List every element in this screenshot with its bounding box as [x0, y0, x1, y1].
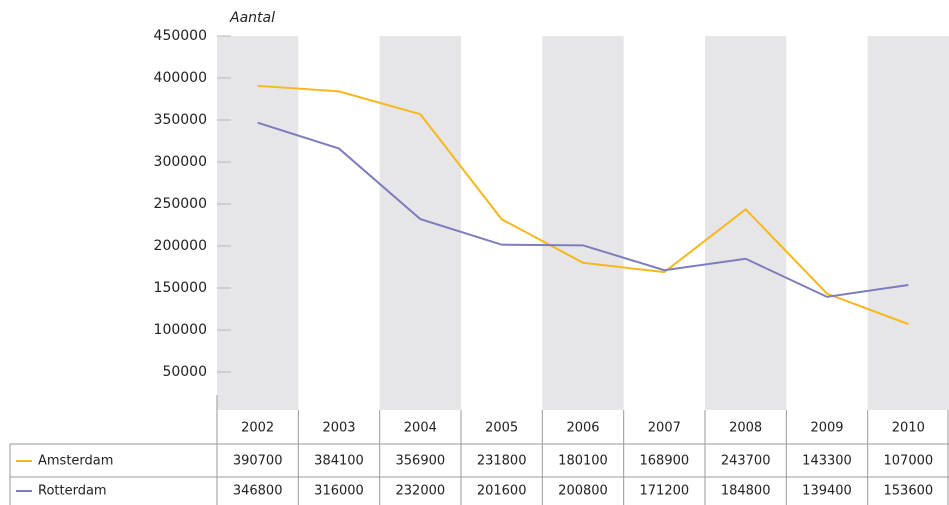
- x-tick-label: 2002: [241, 421, 274, 436]
- series-line: [257, 84, 909, 326]
- legend-label: Rotterdam: [38, 484, 107, 499]
- table-value: 153600: [884, 484, 934, 499]
- x-tick-label: 2009: [810, 421, 843, 436]
- table-value: 356900: [396, 454, 446, 469]
- band: [867, 36, 949, 410]
- table-value: 346800: [233, 484, 283, 499]
- x-tick-label: 2005: [485, 421, 518, 436]
- table-value: 201600: [477, 484, 527, 499]
- table-value: 184800: [721, 484, 771, 499]
- y-tick-label: 150000: [154, 280, 207, 296]
- x-tick-label: 2006: [566, 421, 599, 436]
- table-value: 316000: [314, 484, 364, 499]
- x-tick-label: 2004: [404, 421, 437, 436]
- table-value: 168900: [640, 454, 690, 469]
- x-tick-label: 2007: [648, 421, 681, 436]
- band: [217, 36, 299, 410]
- y-tick-label: 50000: [162, 364, 207, 380]
- table-value: 143300: [802, 454, 852, 469]
- table-value: 243700: [721, 454, 771, 469]
- y-tick-label: 250000: [154, 196, 207, 212]
- y-tick-label: 200000: [154, 238, 207, 254]
- y-tick-label: 100000: [154, 322, 207, 338]
- table-value: 107000: [884, 454, 934, 469]
- y-tick-label: 350000: [154, 112, 207, 128]
- table-value: 232000: [396, 484, 446, 499]
- x-tick-label: 2008: [729, 421, 762, 436]
- table-value: 390700: [233, 454, 283, 469]
- y-tick-label: 400000: [154, 70, 207, 86]
- axis-label: Aantal: [229, 10, 275, 26]
- table-value: 384100: [314, 454, 364, 469]
- table-value: 200800: [558, 484, 608, 499]
- band: [705, 36, 787, 410]
- series-line: [257, 121, 909, 298]
- table-value: 180100: [558, 454, 608, 469]
- table-value: 171200: [640, 484, 690, 499]
- table-value: 139400: [802, 484, 852, 499]
- band: [542, 36, 624, 410]
- table-value: 231800: [477, 454, 527, 469]
- x-tick-label: 2010: [892, 421, 925, 436]
- y-tick-label: 450000: [154, 28, 207, 44]
- band: [379, 36, 461, 410]
- y-tick-label: 300000: [154, 154, 207, 170]
- legend-label: Amsterdam: [38, 454, 113, 469]
- x-tick-label: 2003: [322, 421, 355, 436]
